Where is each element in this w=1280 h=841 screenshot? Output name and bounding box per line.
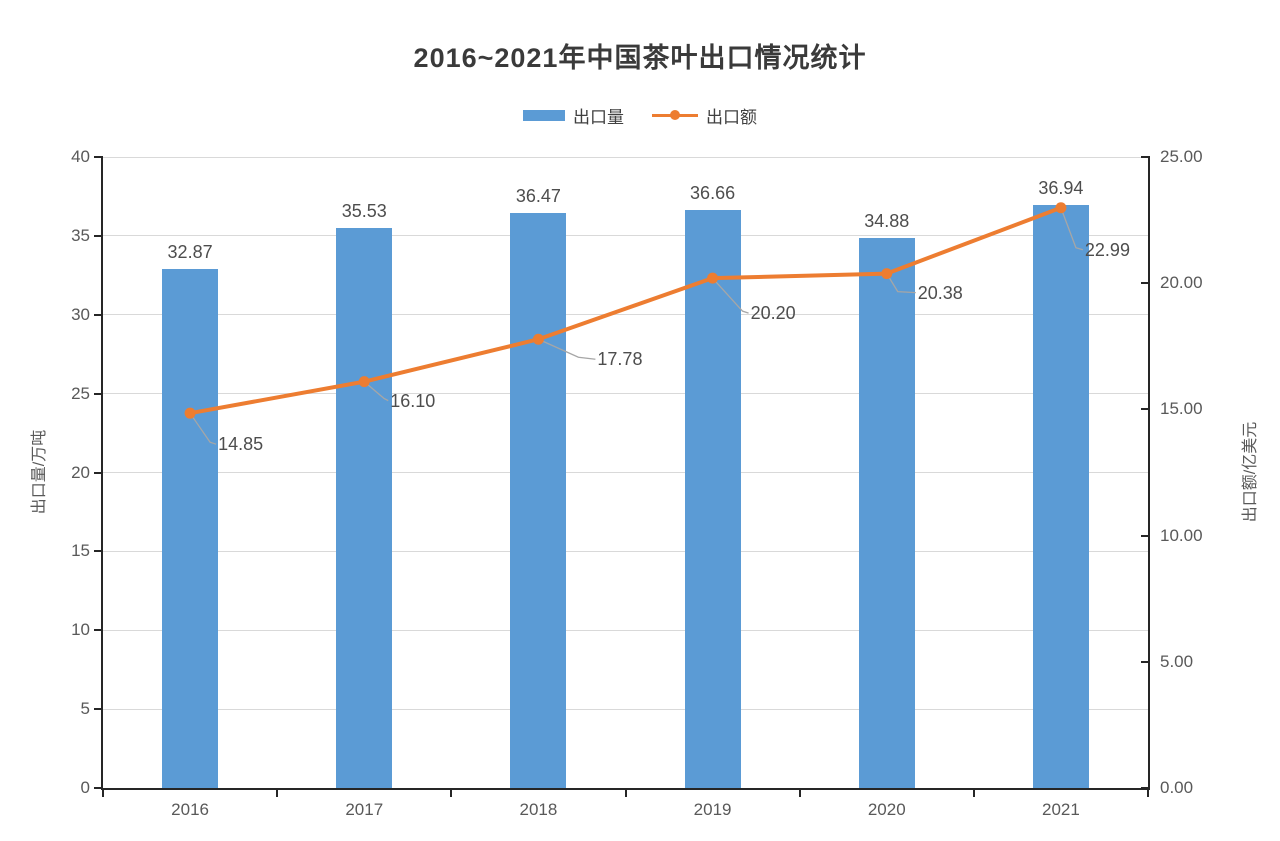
- line-marker: [707, 272, 719, 284]
- label-leader-line: [1060, 207, 1084, 251]
- bar-2019: [684, 209, 741, 788]
- left-axis-tick: [94, 787, 101, 789]
- legend: 出口量 出口额: [0, 101, 1280, 129]
- x-axis-category-label: 2018: [519, 800, 558, 819]
- bar-2020: [858, 237, 915, 788]
- x-axis-tick: [102, 790, 104, 797]
- line-value-label: 14.85: [218, 434, 264, 455]
- right-axis-tick-label: 5.00: [1160, 651, 1194, 671]
- left-axis-tick-label: 40: [71, 147, 90, 166]
- left-axis-tick: [94, 550, 101, 553]
- bar-value-label: 36.66: [690, 182, 736, 203]
- h-gridline: [103, 550, 1148, 552]
- h-gridline: [103, 708, 1148, 710]
- x-axis-tick: [276, 790, 279, 797]
- line-marker: [184, 407, 196, 419]
- x-axis-category-label: 2017: [345, 800, 384, 819]
- legend-item-export-value: 出口额: [652, 103, 757, 128]
- x-axis-category-label: 2019: [693, 800, 732, 819]
- line-marker: [881, 268, 893, 280]
- right-axis-tick: [1141, 534, 1148, 537]
- left-axis-tick-label: 15: [71, 541, 90, 561]
- left-axis-tick-label: 10: [71, 620, 90, 640]
- legend-label-export-volume: 出口量: [573, 107, 624, 127]
- x-axis-tick: [624, 790, 627, 797]
- right-axis-tick: [1141, 156, 1148, 158]
- line-marker: [358, 376, 370, 388]
- label-leader-line: [189, 412, 217, 445]
- right-axis-tick: [1141, 787, 1148, 789]
- line-value-label: 17.78: [597, 349, 643, 370]
- left-axis-tick-label: 5: [80, 699, 90, 719]
- y-axis-line-right: [1148, 156, 1150, 789]
- bar-value-label: 36.47: [515, 185, 561, 206]
- left-axis-tick: [94, 234, 101, 237]
- left-axis-tick-label: 30: [71, 304, 90, 324]
- x-axis-category-label: 2016: [171, 800, 209, 819]
- left-axis-tick: [94, 471, 101, 474]
- left-axis-tick: [94, 313, 101, 316]
- line-series-swatch-icon: [652, 109, 698, 121]
- y-axis-line-left: [101, 156, 103, 789]
- chart-title: 2016~2021年中国茶叶出口情况统计: [413, 43, 867, 73]
- bar-2016: [162, 269, 219, 788]
- bar-2018: [510, 212, 567, 788]
- line-value-label: 16.10: [390, 390, 436, 411]
- label-leader-line: [363, 381, 389, 402]
- right-axis-tick-label: 25.00: [1160, 147, 1203, 166]
- x-axis-tick: [450, 790, 453, 797]
- x-axis-tick: [798, 790, 801, 797]
- right-axis-tick-label: 15.00: [1160, 399, 1203, 419]
- line-marker: [532, 333, 544, 345]
- right-axis-tick: [1141, 660, 1148, 663]
- left-axis-tick-label: 35: [71, 225, 90, 245]
- bar-value-label: 34.88: [864, 210, 910, 231]
- left-axis-tick-label: 0: [80, 778, 90, 797]
- x-axis-category-label: 2020: [867, 800, 906, 819]
- h-gridline: [103, 156, 1148, 158]
- label-leader-line: [712, 277, 749, 314]
- right-axis-tick-label: 0.00: [1160, 778, 1194, 797]
- left-axis-tick: [94, 708, 101, 711]
- bar-2021: [1032, 205, 1089, 788]
- h-gridline: [103, 235, 1148, 237]
- right-axis-tick: [1141, 282, 1148, 285]
- x-axis-category-label: 2021: [1041, 800, 1080, 819]
- h-gridline: [103, 393, 1148, 395]
- line-value-label: 20.38: [917, 282, 963, 303]
- x-axis-line: [101, 788, 1150, 790]
- h-gridline: [103, 629, 1148, 631]
- left-axis-tick: [94, 392, 101, 395]
- label-leader-line: [886, 273, 916, 294]
- bar-value-label: 36.94: [1038, 178, 1084, 199]
- bar-2017: [336, 227, 393, 788]
- legend-item-export-volume: 出口量: [523, 103, 624, 128]
- export-value-line: [189, 205, 1062, 416]
- bar-series-swatch-icon: [523, 109, 565, 121]
- line-marker: [1055, 202, 1067, 214]
- x-axis-tick: [1147, 790, 1149, 797]
- line-value-label: 22.99: [1084, 239, 1130, 260]
- bar-value-label: 32.87: [167, 242, 213, 263]
- line-value-label: 20.20: [750, 303, 796, 324]
- left-axis-tick-label: 25: [71, 383, 90, 403]
- left-axis-tick: [94, 156, 101, 158]
- h-gridline: [103, 472, 1148, 473]
- right-axis-tick: [1141, 408, 1148, 411]
- legend-label-export-value: 出口额: [706, 107, 757, 127]
- right-axis-tick-label: 20.00: [1160, 273, 1203, 293]
- left-axis-tick: [94, 629, 101, 632]
- right-axis-tick-label: 10.00: [1160, 525, 1203, 545]
- x-axis-tick: [972, 790, 975, 797]
- left-axis-tick-label: 20: [71, 462, 90, 482]
- label-leader-line: [538, 338, 596, 360]
- h-gridline: [103, 314, 1148, 316]
- bar-value-label: 35.53: [341, 200, 387, 221]
